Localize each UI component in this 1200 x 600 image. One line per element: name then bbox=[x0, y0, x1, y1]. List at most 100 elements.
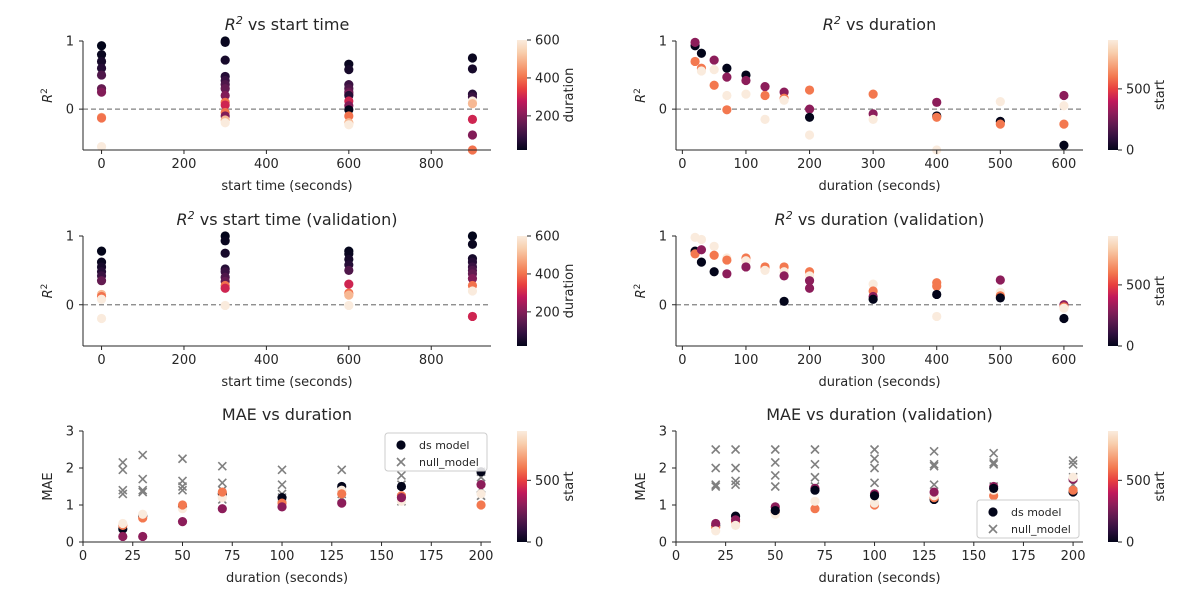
data-point bbox=[810, 485, 820, 495]
data-point bbox=[476, 489, 486, 499]
null-model-marker-stroke bbox=[869, 478, 880, 488]
data-point bbox=[396, 481, 407, 492]
data-point bbox=[467, 239, 478, 249]
data-point bbox=[177, 517, 188, 527]
chart-title: MAE vs duration bbox=[222, 405, 352, 424]
null-model-marker-stroke bbox=[396, 470, 407, 480]
x-tick-label: 0 bbox=[678, 353, 686, 368]
data-point bbox=[711, 526, 721, 536]
data-point bbox=[741, 75, 751, 86]
legend-box bbox=[976, 499, 1080, 539]
y-axis-label: R2 bbox=[633, 88, 649, 103]
data-point bbox=[804, 130, 815, 140]
null-model-marker-stroke bbox=[869, 454, 880, 464]
null-model-marker-stroke bbox=[929, 461, 939, 471]
data-point bbox=[1059, 303, 1069, 313]
colorbar-tick-label: 600 bbox=[535, 34, 560, 49]
data-point bbox=[995, 275, 1005, 285]
colorbar-tick-label: 200 bbox=[535, 305, 560, 320]
data-point bbox=[1059, 140, 1069, 150]
data-point bbox=[1059, 313, 1069, 324]
data-point bbox=[1068, 485, 1078, 495]
x-tick-label: 300 bbox=[861, 157, 886, 172]
null-model-marker-stroke bbox=[770, 470, 780, 480]
data-point bbox=[709, 250, 719, 260]
data-point bbox=[722, 72, 732, 82]
null-model-marker-stroke bbox=[929, 480, 939, 490]
data-point bbox=[467, 64, 478, 74]
null-model-marker bbox=[770, 481, 780, 492]
data-point bbox=[96, 141, 107, 152]
null-model-marker bbox=[929, 459, 939, 469]
null-model-marker bbox=[929, 461, 939, 471]
null-model-marker-stroke bbox=[138, 485, 148, 495]
data-point bbox=[989, 483, 999, 493]
title-text: vs duration bbox=[841, 15, 936, 34]
title-text: vs duration (validation) bbox=[793, 210, 985, 229]
data-point bbox=[467, 99, 478, 109]
data-point bbox=[929, 487, 939, 497]
data-point bbox=[722, 255, 732, 265]
null-model-marker-stroke bbox=[711, 444, 721, 455]
data-point bbox=[868, 279, 878, 289]
colorbar-label: duration bbox=[562, 68, 577, 123]
null-model-marker-stroke bbox=[118, 465, 128, 475]
null-model-marker bbox=[770, 457, 780, 468]
data-point bbox=[722, 63, 732, 73]
null-model-marker bbox=[177, 454, 188, 464]
legend-null-model-label: null_model bbox=[419, 456, 479, 469]
null-model-marker-stroke bbox=[217, 461, 227, 471]
title-superscript: 2 bbox=[834, 14, 841, 27]
data-point bbox=[220, 248, 230, 258]
y-axis-label: R2 bbox=[633, 284, 649, 299]
data-point bbox=[709, 267, 719, 277]
y-tick-label: 0 bbox=[66, 298, 74, 313]
null-model-marker-stroke bbox=[989, 448, 999, 458]
x-tick-label: 300 bbox=[861, 353, 886, 368]
null-model-marker-stroke bbox=[810, 459, 820, 469]
null-model-marker-stroke bbox=[711, 463, 721, 473]
x-tick-label: 200 bbox=[469, 549, 494, 564]
null-model-marker-stroke bbox=[810, 472, 820, 482]
data-point bbox=[869, 491, 880, 501]
data-point bbox=[804, 283, 815, 293]
x-axis-label: start time (seconds) bbox=[221, 179, 352, 194]
data-point bbox=[1059, 119, 1069, 129]
data-point bbox=[1068, 472, 1078, 482]
data-point bbox=[932, 289, 942, 300]
null-model-marker bbox=[989, 457, 999, 468]
x-tick-label: 400 bbox=[924, 353, 949, 368]
data-point bbox=[709, 80, 719, 90]
y-axis-label: MAE bbox=[41, 472, 56, 500]
colorbar-label: duration bbox=[562, 264, 577, 319]
data-point bbox=[1059, 101, 1069, 111]
x-tick-label: 50 bbox=[767, 549, 784, 564]
legend-null-model-marker bbox=[988, 524, 998, 534]
null-model-marker bbox=[869, 454, 880, 464]
x-tick-label: 200 bbox=[1061, 549, 1086, 564]
null-model-marker-stroke bbox=[337, 465, 347, 475]
title-symbol: R bbox=[177, 210, 188, 229]
null-model-marker bbox=[118, 457, 128, 468]
data-point bbox=[220, 300, 230, 311]
null-model-marker-stroke bbox=[217, 478, 227, 488]
y-axis-label: MAE bbox=[634, 472, 649, 500]
x-tick-label: 100 bbox=[270, 549, 295, 564]
x-axis-label: duration (seconds) bbox=[818, 375, 940, 390]
data-point bbox=[220, 236, 230, 246]
y-tick-label: 2 bbox=[659, 462, 667, 477]
data-point bbox=[690, 56, 700, 67]
null-model-marker-stroke bbox=[1068, 456, 1078, 466]
null-model-marker-stroke bbox=[277, 480, 287, 490]
null-model-marker bbox=[277, 480, 287, 490]
data-point bbox=[690, 37, 700, 47]
x-tick-label: 600 bbox=[336, 353, 361, 368]
data-point bbox=[869, 498, 880, 508]
data-point bbox=[741, 262, 751, 272]
x-tick-label: 150 bbox=[369, 549, 394, 564]
data-point bbox=[810, 496, 820, 506]
x-tick-label: 200 bbox=[172, 157, 197, 172]
data-point bbox=[868, 114, 878, 124]
data-point bbox=[467, 311, 478, 322]
